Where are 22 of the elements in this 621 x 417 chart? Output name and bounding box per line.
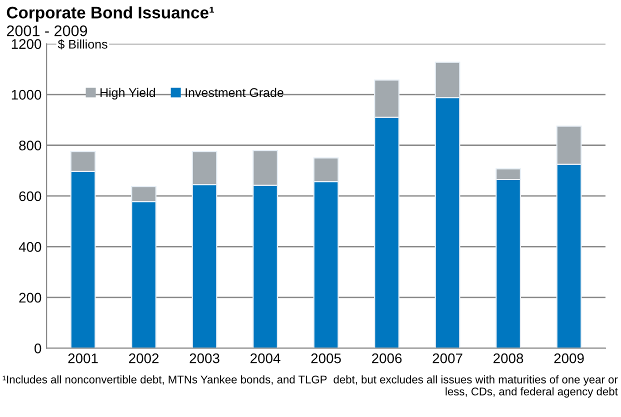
y-axis-title: $ Billions bbox=[58, 39, 108, 50]
x-tick-label: 2004 bbox=[250, 353, 280, 364]
y-tick-label: 1200 bbox=[12, 39, 42, 49]
x-tick-label: 2001 bbox=[68, 353, 98, 364]
y-tick-label: 200 bbox=[19, 292, 42, 303]
y-tick-label: 400 bbox=[18, 242, 42, 252]
chart-title: Corporate Bond Issuance¹ bbox=[6, 6, 214, 22]
x-tick-label: 2005 bbox=[311, 353, 341, 364]
y-tick-label: 800 bbox=[19, 140, 42, 150]
chart-subtitle: 2001 - 2009 bbox=[6, 25, 88, 36]
text: ¹Includes all nonconvertible debt, MTNs Yankee bonds, and TLGP debt, but excludes all issues with maturities of one year or less, CDs, and federal agency debt bbox=[2, 375, 618, 398]
x-tick-label: 2009 bbox=[554, 353, 584, 364]
x-tick-label: 2003 bbox=[190, 353, 220, 364]
x-tick-label: 2008 bbox=[494, 353, 524, 364]
y-tick-label: 600 bbox=[19, 191, 42, 202]
y-tick-label: 1000 bbox=[12, 90, 42, 100]
x-tick-label: 2002 bbox=[129, 353, 159, 364]
y-tick-label: 0 bbox=[34, 344, 42, 354]
legend-label: High Yield bbox=[100, 88, 156, 100]
legend-label: Investment Grade bbox=[186, 88, 284, 98]
x-tick-label: 2007 bbox=[432, 353, 462, 364]
x-tick-label: 2006 bbox=[372, 353, 402, 364]
